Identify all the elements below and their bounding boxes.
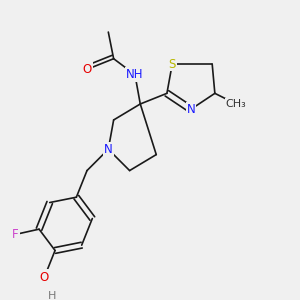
Text: S: S <box>169 58 176 70</box>
Text: H: H <box>48 291 57 300</box>
Text: O: O <box>82 63 91 76</box>
Text: O: O <box>40 271 49 284</box>
Text: F: F <box>12 228 18 241</box>
Text: N: N <box>187 103 195 116</box>
Text: CH₃: CH₃ <box>226 99 247 109</box>
Text: NH: NH <box>126 68 144 81</box>
Text: N: N <box>104 143 113 156</box>
